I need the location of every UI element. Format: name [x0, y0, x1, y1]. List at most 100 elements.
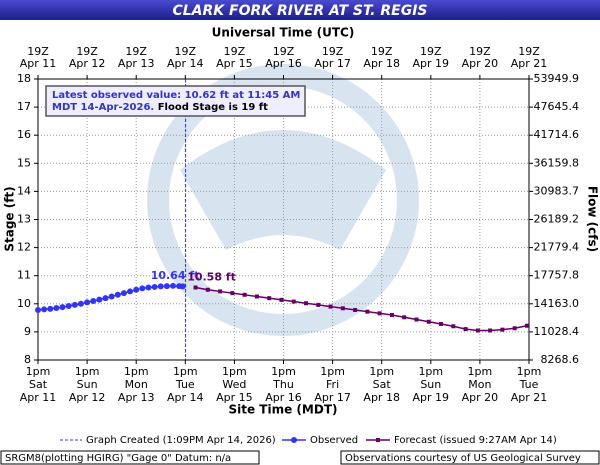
chart-title: CLARK FORK RIVER AT ST. REGIS — [172, 3, 427, 19]
x2-tick-label: Apr 12 — [69, 57, 106, 70]
info-flood: Flood Stage is 19 ft — [158, 102, 268, 113]
x2-tick-label: 19Z — [371, 45, 393, 58]
data-point — [41, 306, 48, 313]
data-point — [145, 284, 152, 291]
x-tick-label: Apr 11 — [20, 391, 57, 404]
y2-tick-label: 17757.8 — [534, 269, 580, 282]
data-point — [77, 300, 84, 307]
x-tick-label: 1pm — [418, 365, 443, 378]
x-tick-label: Apr 14 — [167, 391, 204, 404]
data-point — [414, 317, 419, 322]
data-point — [120, 290, 127, 297]
data-point — [53, 305, 60, 312]
x-tick-label: Fri — [326, 378, 339, 391]
y-tick-label: 12 — [17, 241, 31, 254]
x2-tick-label: 19Z — [27, 45, 49, 58]
info-observed-1: Latest observed value: 10.62 ft at 11:45… — [52, 90, 300, 101]
data-point — [163, 283, 170, 290]
y2-tick-label: 30983.7 — [534, 184, 580, 197]
y2-tick-label: 8268.6 — [541, 353, 580, 366]
x2-tick-label: 19Z — [125, 45, 147, 58]
x-tick-label: 1pm — [75, 365, 100, 378]
data-point — [59, 304, 66, 311]
data-point — [451, 324, 456, 329]
x-tick-label: Apr 12 — [69, 391, 106, 404]
x-tick-label: Apr 15 — [216, 391, 253, 404]
x2-tick-label: 19Z — [420, 45, 442, 58]
x2-tick-label: Apr 15 — [216, 57, 253, 70]
data-point — [426, 319, 431, 324]
data-point — [179, 283, 186, 290]
data-point — [102, 295, 109, 302]
x-tick-label: Sun — [420, 378, 441, 391]
x-tick-label: 1pm — [517, 365, 542, 378]
x2-tick-label: 19Z — [224, 45, 246, 58]
data-point — [205, 287, 210, 292]
data-point — [230, 291, 235, 296]
x-tick-label: Apr 16 — [265, 391, 302, 404]
data-point — [84, 299, 91, 306]
x-tick-label: Sat — [29, 378, 48, 391]
data-point — [242, 292, 247, 297]
y-axis-title: Stage (ft) — [3, 186, 17, 251]
x-tick-label: 1pm — [26, 365, 51, 378]
x2-tick-label: Apr 20 — [462, 57, 499, 70]
data-point — [402, 315, 407, 320]
y2-axis-title: Flow (cfs) — [586, 186, 600, 252]
series-layer — [35, 79, 529, 360]
x-tick-label: Tue — [175, 378, 195, 391]
x2-tick-label: Apr 11 — [20, 57, 57, 70]
data-point — [439, 322, 444, 327]
info-box-frame — [45, 85, 306, 117]
data-point — [114, 291, 121, 298]
data-point — [170, 282, 177, 289]
x2-tick-label: Apr 19 — [413, 57, 450, 70]
x-tick-label: 1pm — [320, 365, 345, 378]
annotation: 10.58 ft — [187, 271, 236, 284]
y-tick-label: 8 — [24, 353, 31, 366]
x-tick-label: 1pm — [222, 365, 247, 378]
x2-tick-label: 19Z — [273, 45, 295, 58]
series-line — [195, 286, 528, 332]
legend-label: Observed — [310, 435, 358, 446]
y2-tick-label: 36159.8 — [534, 156, 580, 169]
x2-tick-label: Apr 13 — [118, 57, 155, 70]
data-point — [353, 307, 358, 312]
y2-tick-label: 47645.4 — [534, 100, 580, 113]
data-point — [193, 285, 198, 290]
data-point — [512, 326, 517, 331]
x-axis-title: Site Time (MDT) — [229, 403, 338, 417]
data-point — [71, 301, 78, 308]
x-tick-label: Apr 13 — [118, 391, 155, 404]
x2-tick-label: Apr 17 — [314, 57, 351, 70]
legend: Graph Created (1:09PM Apr 14, 2026) Obse… — [60, 435, 557, 446]
x2-tick-label: Apr 14 — [167, 57, 204, 70]
data-point — [524, 323, 529, 328]
x-tick-label: 1pm — [468, 365, 493, 378]
annotation: 10.64 ft — [151, 269, 200, 282]
legend-marker — [291, 437, 297, 443]
footer-right-box — [340, 450, 600, 465]
y2-tick-label: 14163.0 — [534, 297, 580, 310]
x-tick-label: 1pm — [124, 365, 149, 378]
y2-tick-label: 11028.4 — [534, 325, 580, 338]
title-bar — [0, 0, 600, 20]
legend-label: Forecast (issued 9:27AM Apr 14) — [394, 435, 557, 446]
data-point — [108, 293, 115, 300]
data-point — [157, 283, 164, 290]
data-point — [328, 304, 333, 309]
x-tick-label: Tue — [519, 378, 539, 391]
data-point — [500, 327, 505, 332]
y-tick-label: 17 — [17, 100, 31, 113]
x-tick-label: Mon — [468, 378, 491, 391]
x2-tick-label: 19Z — [322, 45, 344, 58]
footer-left: SRGM8(plotting HGIRG) "Gage 0" Datum: n/… — [5, 453, 231, 464]
data-point — [90, 297, 97, 304]
y2-tick-label: 26189.2 — [534, 213, 580, 226]
data-point — [218, 289, 223, 294]
x-tick-label: Apr 21 — [511, 391, 548, 404]
data-point — [267, 296, 272, 301]
info-observed-2: MDT 14-Apr-2026. — [52, 102, 158, 113]
y-tick-label: 11 — [17, 269, 31, 282]
data-point — [488, 328, 493, 333]
